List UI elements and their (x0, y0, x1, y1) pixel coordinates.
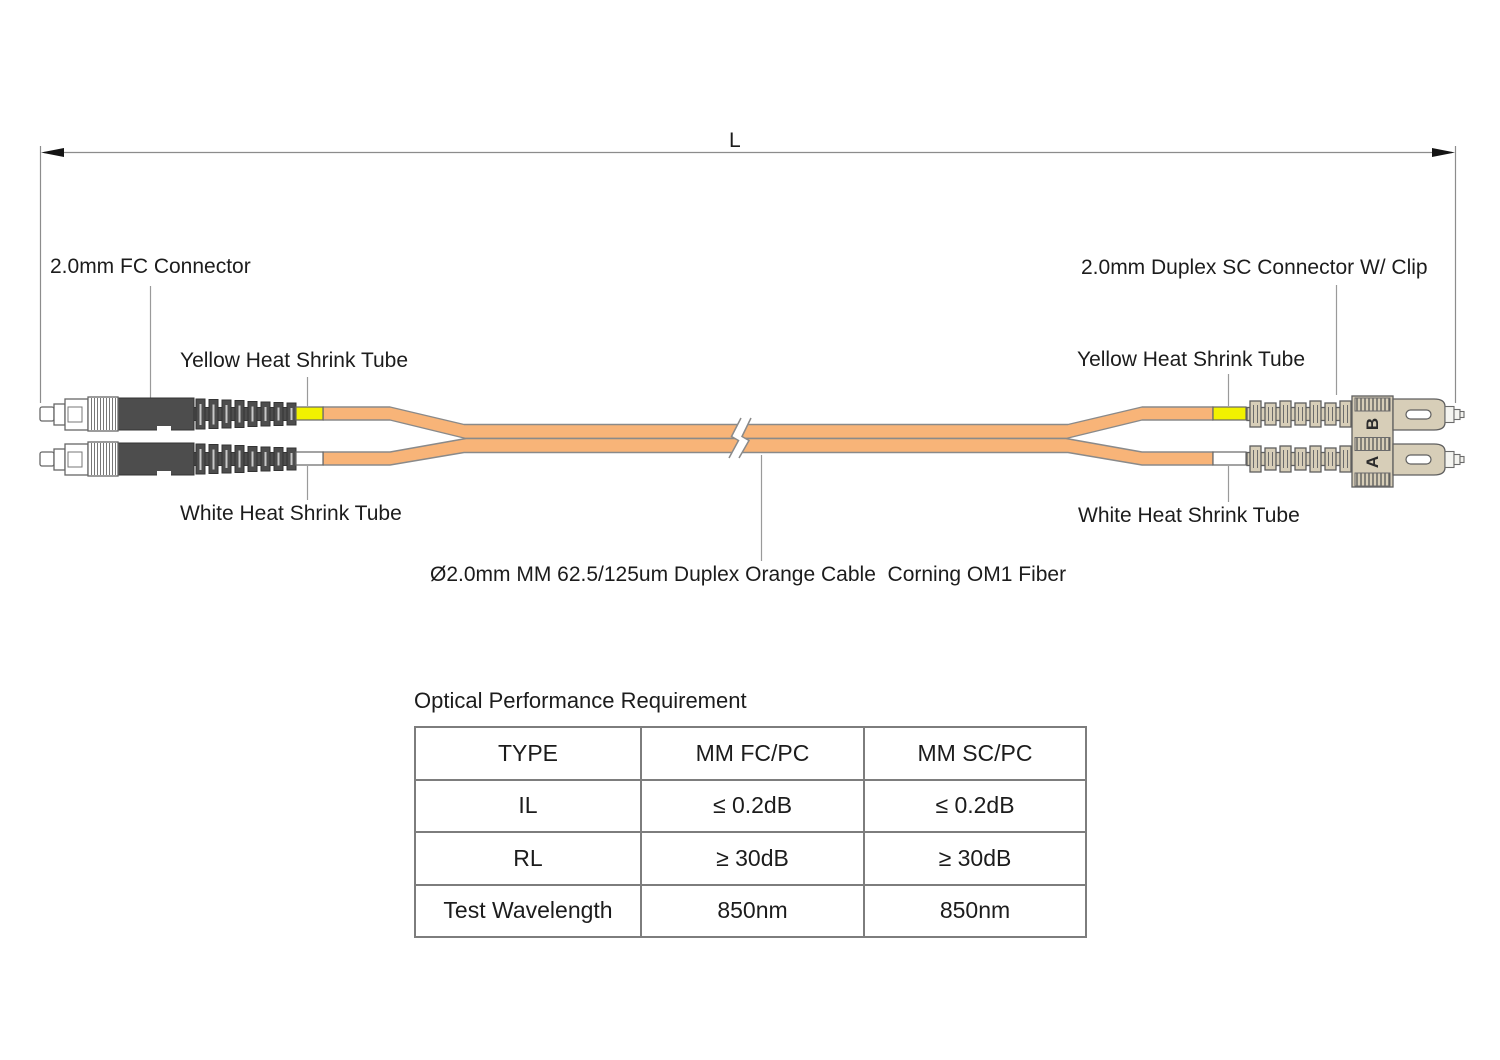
sc-boot-top (1246, 400, 1354, 428)
yellow-heat-shrink-right-label: Yellow Heat Shrink Tube (1077, 348, 1306, 371)
optical-performance-table: TYPE MM FC/PC MM SC/PC IL ≤ 0.2dB ≤ 0.2d… (414, 726, 1087, 938)
dimension-arrow-right (1432, 148, 1455, 157)
cell-wavelength-type: Test Wavelength (414, 883, 642, 938)
duplex-orange-cable (322, 406, 1214, 466)
sc-connector-label: 2.0mm Duplex SC Connector W/ Clip (1081, 256, 1428, 279)
sc-plug-top (1392, 398, 1465, 431)
table-row-test-wavelength: Test Wavelength 850nm 850nm (414, 883, 1087, 938)
length-dimension (39, 146, 1457, 403)
white-heat-shrink-right-label: White Heat Shrink Tube (1078, 504, 1300, 527)
table-row-il: IL ≤ 0.2dB ≤ 0.2dB (414, 778, 1087, 833)
fc-connector-fronts (39, 396, 119, 477)
cable-fiber-top (322, 406, 1214, 440)
yellow-heat-shrink-left (295, 406, 324, 421)
cell-rl-type: RL (414, 831, 642, 886)
cable-break-symbol (728, 417, 752, 459)
yellow-heat-shrink-left-label: Yellow Heat Shrink Tube (180, 349, 409, 372)
clip-grip-top (1354, 397, 1391, 412)
table-row-rl: RL ≥ 30dB ≥ 30dB (414, 831, 1087, 886)
sc-polarity-marking-a: A (1363, 456, 1382, 468)
cable-fiber-bottom (322, 437, 1214, 466)
cell-rl-sc: ≥ 30dB (863, 831, 1087, 886)
cell-wavelength-fc: 850nm (640, 883, 865, 938)
white-heat-shrink-right (1212, 451, 1247, 466)
fc-boot-bottom (117, 442, 297, 477)
sc-plug-bottom (1392, 443, 1465, 476)
cable-assembly-diagram: B A (39, 146, 1465, 561)
yellow-heat-shrink-right (1212, 406, 1247, 421)
dimension-arrow-left (41, 148, 64, 157)
fc-ferrule-nut-top (39, 396, 119, 432)
header-type: TYPE (414, 726, 642, 781)
header-mm-fc-pc: MM FC/PC (640, 726, 865, 781)
cell-wavelength-sc: 850nm (863, 883, 1087, 938)
cell-rl-fc: ≥ 30dB (640, 831, 865, 886)
fc-ferrule-nut-bottom (39, 441, 119, 477)
clip-grip-bottom (1354, 472, 1391, 487)
cell-il-sc: ≤ 0.2dB (863, 778, 1087, 833)
cell-il-fc: ≤ 0.2dB (640, 778, 865, 833)
clip-grip-middle (1354, 437, 1391, 451)
sc-polarity-marking-b: B (1363, 418, 1382, 430)
length-dimension-label: L (729, 129, 741, 152)
fc-connector-label: 2.0mm FC Connector (50, 255, 251, 278)
spec-table-title: Optical Performance Requirement (414, 688, 747, 713)
fc-boot-top (117, 397, 297, 432)
header-mm-sc-pc: MM SC/PC (863, 726, 1087, 781)
cable-spec-label: Ø2.0mm MM 62.5/125um Duplex Orange Cable… (430, 563, 1067, 586)
table-header-row: TYPE MM FC/PC MM SC/PC (414, 726, 1087, 781)
white-heat-shrink-left (295, 451, 324, 466)
white-heat-shrink-left-label: White Heat Shrink Tube (180, 502, 402, 525)
fc-connector-bodies (117, 397, 297, 477)
sc-boot-bottom (1246, 445, 1354, 473)
cell-il-type: IL (414, 778, 642, 833)
leader-lines (149, 285, 1338, 561)
sc-duplex-connector (1246, 395, 1465, 488)
